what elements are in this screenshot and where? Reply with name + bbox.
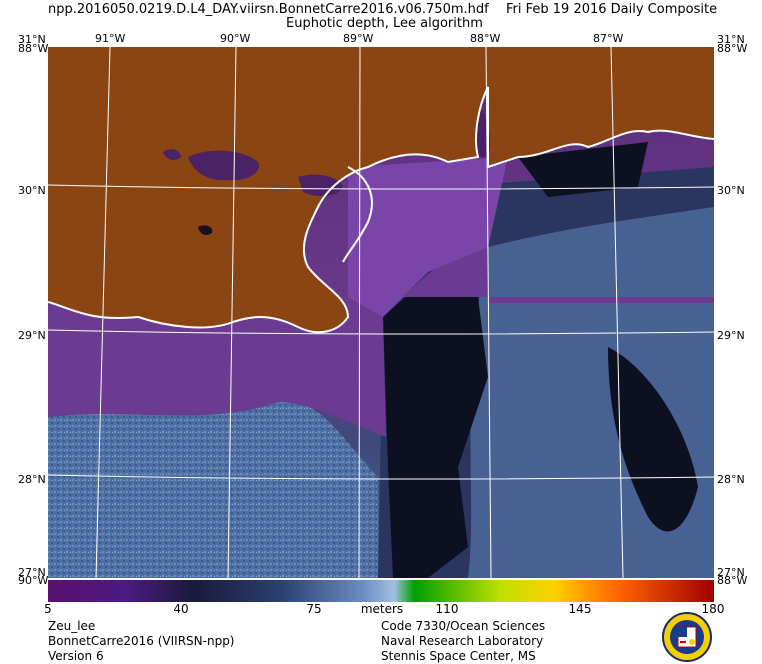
footer-region-sensor: BonnetCarre2016 (VIIRSN-npp)	[48, 634, 235, 648]
plume-water	[348, 157, 508, 317]
colorbar-unit: meters	[360, 602, 404, 616]
corner-bottom-right-lon: 88°W	[717, 574, 748, 587]
footer-code: Code 7330/Ocean Sciences	[381, 619, 546, 633]
grid-lat-30n	[48, 184, 714, 190]
lake-borgne	[298, 174, 343, 197]
colorbar-tick-75: 75	[306, 602, 322, 616]
corner-bottom-left-lon: 90°W	[18, 574, 49, 587]
corner-top-left-lon: 88°W	[18, 42, 49, 55]
footer-location: Stennis Space Center, MS	[381, 649, 536, 663]
lon-label-91w: 91°W	[95, 32, 126, 45]
file-name: npp.2016050.0219.D.L4_DAY.viirsn.BonnetC…	[48, 2, 489, 17]
lon-label-90w: 90°W	[220, 32, 251, 45]
euphotic-depth-map	[48, 47, 714, 578]
grid-lat-29n	[48, 329, 714, 335]
footer-version: Version 6	[48, 649, 104, 663]
colorbar-tick-180: 180	[701, 602, 725, 616]
corner-bottom-left-lat: 27°N	[18, 566, 46, 579]
product-title: Euphotic depth, Lee algorithm	[286, 16, 483, 31]
small-lake	[163, 149, 181, 160]
lon-label-89w: 89°W	[343, 32, 374, 45]
colorbar-gradient	[48, 580, 714, 602]
colorbar-tick-110: 110	[435, 602, 459, 616]
lon-label-88w: 88°W	[470, 32, 501, 45]
lon-label-87w: 87°W	[593, 32, 624, 45]
colorbar-tick-40: 40	[173, 602, 189, 616]
grid-lon-88w	[485, 47, 492, 578]
nearshore-turbid-water	[48, 247, 714, 437]
corner-bottom-right-lat: 27°N	[717, 566, 745, 579]
lat-label-28n-right: 28°N	[717, 473, 745, 486]
lat-label-29n-right: 29°N	[717, 329, 745, 342]
grid-lon-89w	[358, 47, 361, 578]
lake-pontchartrain	[188, 150, 259, 181]
lat-label-28n-left: 28°N	[18, 473, 46, 486]
date-label: Fri Feb 19 2016 Daily Composite	[506, 2, 718, 17]
lat-label-30n-right: 30°N	[717, 184, 745, 197]
barrier-islands	[342, 166, 373, 263]
small-lake-2	[198, 225, 213, 235]
no-data-patch	[383, 277, 488, 578]
grid-lon-91w	[95, 47, 111, 578]
corner-top-right-lat: 31°N	[717, 33, 745, 46]
southern-clear-water	[48, 400, 378, 578]
grid-lon-87w	[610, 47, 624, 578]
colorbar	[48, 580, 714, 602]
grid-lon-90w	[227, 47, 237, 578]
land	[48, 47, 714, 333]
colorbar-tick-145: 145	[568, 602, 592, 616]
grid-lat-28n	[48, 474, 714, 480]
corner-top-right-lon: 88°W	[717, 42, 748, 55]
graticule	[48, 47, 714, 578]
corner-top-left-lat: 31°N	[18, 33, 46, 46]
no-data-patch-east	[608, 347, 698, 532]
nrl-seal-icon	[662, 612, 712, 662]
lat-label-30n-left: 30°N	[18, 184, 46, 197]
colorbar-tick-5: 5	[44, 602, 52, 616]
no-data-patch-ne	[518, 142, 648, 197]
footer-product-name: Zeu_lee	[48, 619, 96, 633]
lat-label-29n-left: 29°N	[18, 329, 46, 342]
footer-lab: Naval Research Laboratory	[381, 634, 544, 648]
